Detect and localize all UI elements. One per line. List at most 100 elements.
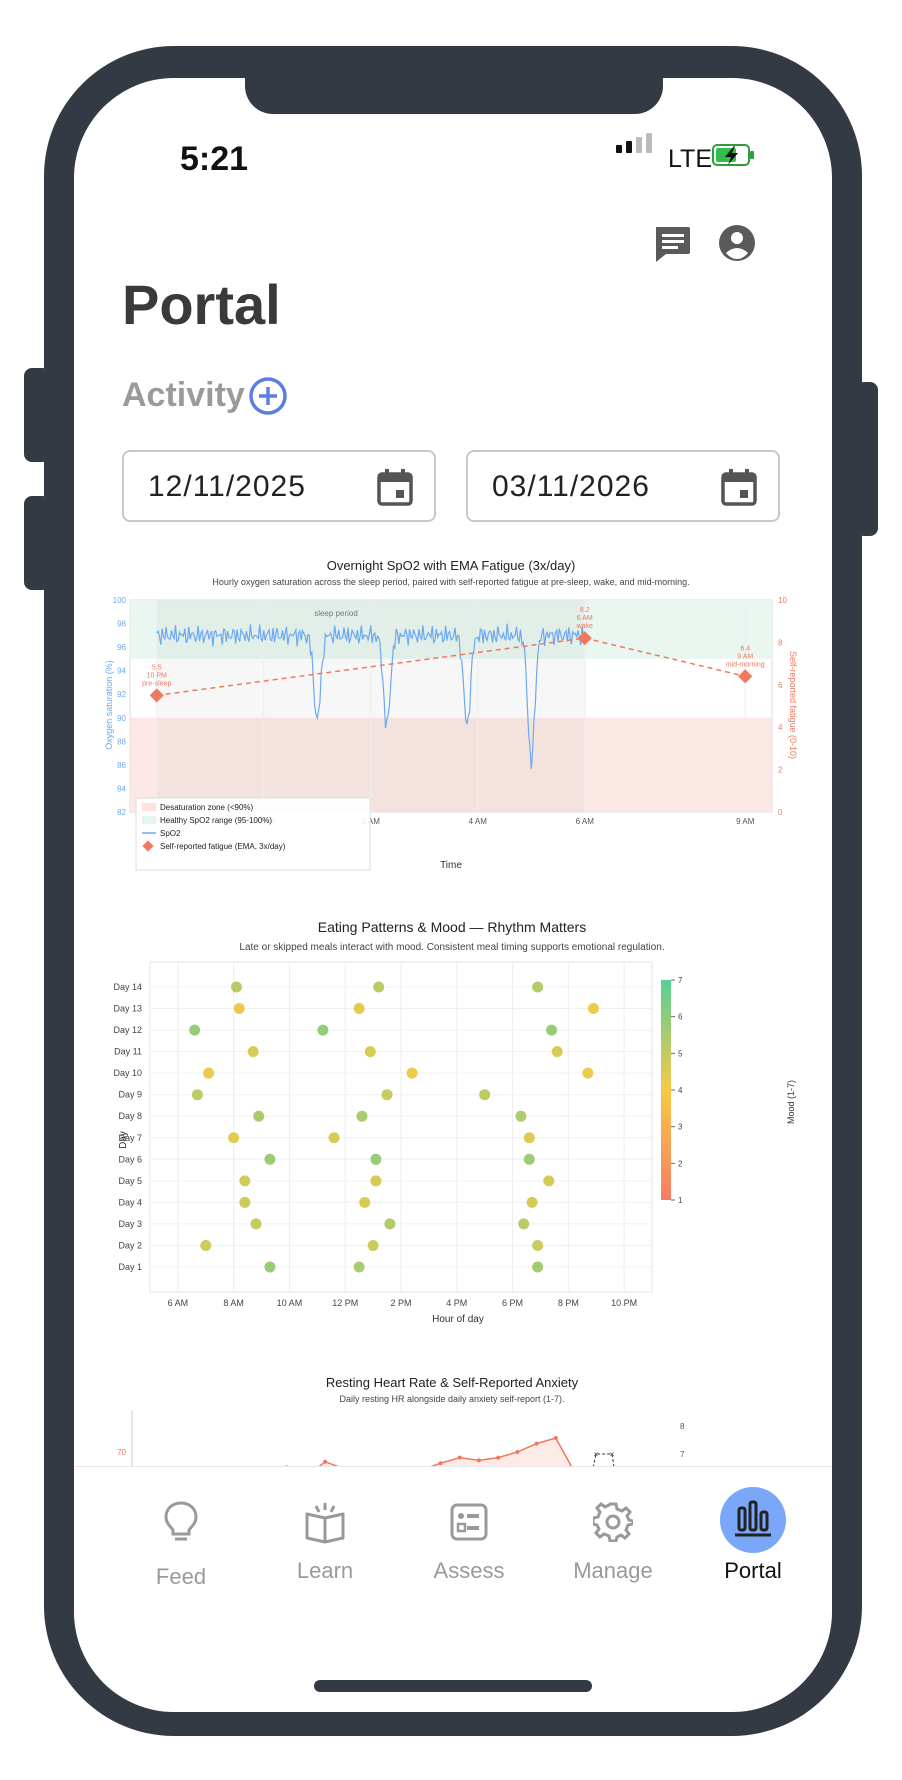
legend: Desaturation zone (<90%) Healthy SpO2 ra… [135,797,371,871]
y-tick-label: 100 [113,596,127,605]
legend-item: Healthy SpO2 range (95-100%) [160,816,272,825]
legend-item: SpO2 [160,829,181,838]
y2-tick-label: 2 [778,766,783,775]
meal-point [200,1239,212,1251]
desaturation-zone-band [130,717,772,812]
meal-point [546,1024,558,1036]
volume-up-button [24,368,50,462]
meal-point [250,1218,262,1230]
meal-point [264,1153,276,1165]
y2-tick-label: 4 [778,723,783,732]
meal-point [353,1261,365,1273]
hr-point [553,1436,558,1440]
y2-tick-label: 7 [680,1450,685,1459]
meal-point [532,981,544,993]
tab-manage[interactable]: Manage [553,1466,673,1616]
battery-icon [712,144,754,166]
volume-down-button [24,496,50,590]
hr-point [476,1458,481,1463]
tab-portal[interactable]: Portal [693,1466,813,1616]
fatigue-tag-label: pre-sleep [142,680,171,687]
y2-tick-label: 8 [680,1422,685,1431]
meal-point [479,1089,491,1101]
y-tick-label: Day 9 [118,1090,142,1100]
colorbar-tick-label: 6 [678,1013,683,1022]
screen [74,78,832,1712]
meal-point [359,1196,371,1208]
chart-title: Resting Heart Rate & Self-Reported Anxie… [326,1375,579,1390]
activity-label: Activity [122,376,245,414]
end-date-value: 03/11/2026 [492,470,650,503]
start-date-value: 12/11/2025 [148,470,306,503]
y-tick-label: Day 13 [113,1004,142,1014]
y-tick-label: 84 [117,784,126,793]
meal-point [317,1024,329,1036]
fatigue-value-label: 8.2 [580,607,590,614]
plus-circle-icon[interactable] [248,376,288,416]
hr-point [534,1441,539,1446]
lightbulb-icon [164,1501,198,1541]
fatigue-time-label: 6 AM [577,615,593,622]
start-date-field[interactable]: 12/11/2025 [122,450,436,522]
network-label: LTE [668,145,712,173]
y-tick-label: 88 [117,737,126,746]
meal-point [406,1067,418,1079]
x-tick-label: 10 PM [611,1298,637,1308]
meal-point [523,1153,535,1165]
tab-assess[interactable]: Assess [409,1466,529,1616]
form-icon [450,1503,488,1541]
meal-point [189,1024,201,1036]
eating-chart: Eating Patterns & Mood — Rhythm Matters … [113,919,796,1325]
home-indicator [314,1680,592,1692]
account-icon[interactable] [718,224,756,262]
x-tick-label: 8 AM [223,1298,244,1308]
scroll-content[interactable]: 5:21 LTE Portal Activity 12/11/2025 [0,0,902,1466]
spo2-chart: Overnight SpO2 with EMA Fatigue (3x/day)… [104,558,798,871]
x-tick-label: 4 AM [469,817,488,826]
y2-axis-label: Self-reported fatigue (0-10) [788,651,798,759]
meal-point [253,1110,265,1122]
meal-point [364,1046,376,1058]
y-axis-label: Oxygen saturation (%) [104,660,114,750]
chart-title: Overnight SpO2 with EMA Fatigue (3x/day) [327,558,576,573]
colorbar-tick-label: 4 [678,1086,683,1095]
x-tick-label: 6 AM [168,1298,189,1308]
status-time: 5:21 [180,140,249,178]
x-tick-label: 6 AM [576,817,595,826]
meal-point [230,981,242,993]
chat-icon[interactable] [652,224,692,264]
heart-rate-chart: Resting Heart Rate & Self-Reported Anxie… [117,1375,685,1466]
anxiety-line [592,1453,615,1466]
y-tick-label: Day 3 [118,1219,142,1229]
calendar-icon[interactable] [720,468,758,506]
end-date-field[interactable]: 03/11/2026 [466,450,780,522]
calendar-icon[interactable] [376,468,414,506]
x-tick-label: 4 PM [446,1298,467,1308]
y-tick-label: Day 10 [113,1068,142,1078]
y-tick-label: 70 [117,1448,126,1457]
fatigue-value-label: 5.5 [152,664,162,671]
y-tick-label: Day 12 [113,1025,142,1035]
meal-point [191,1089,203,1101]
y-tick-label: Day 1 [118,1262,142,1272]
hr-point [438,1461,443,1466]
tab-learn[interactable]: Learn [265,1466,385,1616]
page-title: Portal [122,273,281,336]
hr-area [319,1438,572,1466]
x-tick-label: 10 AM [277,1298,303,1308]
fatigue-tag-label: mid-morning [726,661,765,668]
open-book-icon [305,1503,345,1544]
signal-icon [616,133,652,153]
x-tick-label: 8 PM [558,1298,579,1308]
meal-point [328,1132,340,1144]
anxiety-point: × [594,1450,599,1459]
power-button [856,382,878,536]
y-tick-label: 94 [117,667,126,676]
hr-point [515,1450,520,1454]
y-tick-label: 90 [117,714,126,723]
tab-feed[interactable]: Feed [121,1466,241,1616]
meal-point [264,1261,276,1273]
x-tick-label: 2 AM [362,817,381,826]
meal-point [523,1132,535,1144]
tab-label: Feed [155,1564,207,1589]
